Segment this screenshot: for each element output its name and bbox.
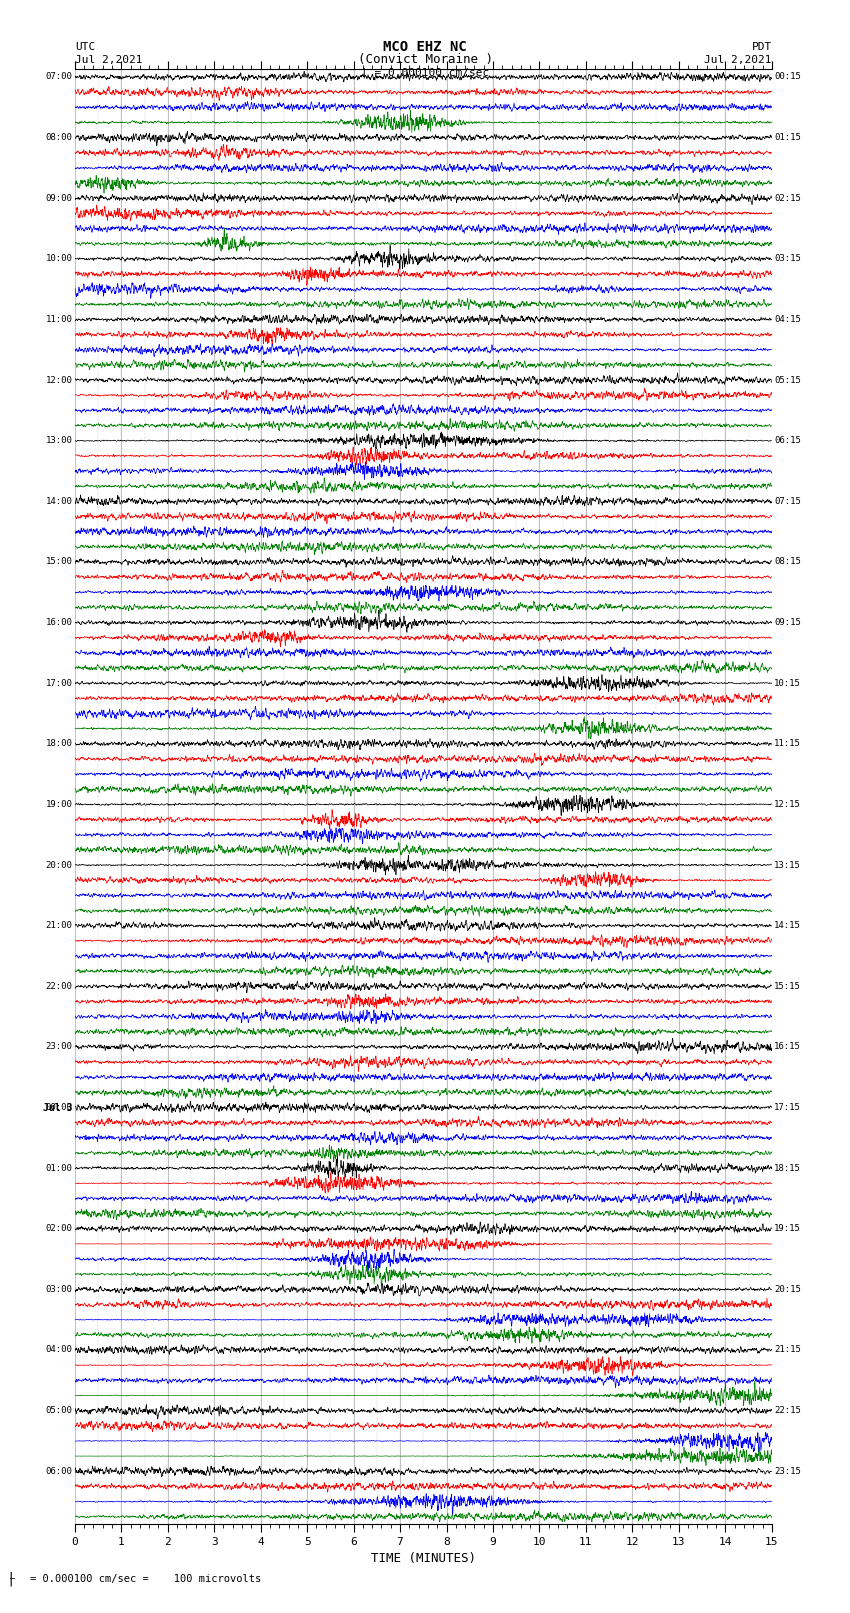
- Text: _: _: [10, 1569, 15, 1579]
- Text: 21:15: 21:15: [774, 1345, 802, 1355]
- Text: 20:15: 20:15: [774, 1286, 802, 1294]
- Text: 19:15: 19:15: [774, 1224, 802, 1234]
- Text: 14:15: 14:15: [774, 921, 802, 931]
- Text: 06:15: 06:15: [774, 436, 802, 445]
- Text: 16:00: 16:00: [45, 618, 72, 627]
- Text: = 0.000100 cm/sec =    100 microvolts: = 0.000100 cm/sec = 100 microvolts: [30, 1574, 261, 1584]
- Text: 09:00: 09:00: [45, 194, 72, 203]
- Text: 02:00: 02:00: [45, 1224, 72, 1234]
- Text: 08:00: 08:00: [45, 132, 72, 142]
- Text: 22:00: 22:00: [45, 982, 72, 990]
- Text: 14:00: 14:00: [45, 497, 72, 506]
- Text: 07:15: 07:15: [774, 497, 802, 506]
- Text: 21:00: 21:00: [45, 921, 72, 931]
- Text: 23:00: 23:00: [45, 1042, 72, 1052]
- Text: 16:15: 16:15: [774, 1042, 802, 1052]
- Text: |: |: [7, 1573, 15, 1586]
- X-axis label: TIME (MINUTES): TIME (MINUTES): [371, 1552, 476, 1565]
- Text: 17:15: 17:15: [774, 1103, 802, 1111]
- Text: UTC: UTC: [75, 42, 95, 52]
- Text: 05:00: 05:00: [45, 1407, 72, 1415]
- Text: 13:00: 13:00: [45, 436, 72, 445]
- Text: 00:00: 00:00: [45, 1103, 72, 1111]
- Text: (Convict Moraine ): (Convict Moraine ): [358, 53, 492, 66]
- Text: 11:00: 11:00: [45, 315, 72, 324]
- Text: 23:15: 23:15: [774, 1466, 802, 1476]
- Text: 10:15: 10:15: [774, 679, 802, 687]
- Text: 09:15: 09:15: [774, 618, 802, 627]
- Text: 15:00: 15:00: [45, 558, 72, 566]
- Text: 06:00: 06:00: [45, 1466, 72, 1476]
- Text: 01:15: 01:15: [774, 132, 802, 142]
- Text: MCO EHZ NC: MCO EHZ NC: [383, 40, 467, 53]
- Text: 19:00: 19:00: [45, 800, 72, 808]
- Text: 11:15: 11:15: [774, 739, 802, 748]
- Text: 04:15: 04:15: [774, 315, 802, 324]
- Text: 04:00: 04:00: [45, 1345, 72, 1355]
- Text: 20:00: 20:00: [45, 860, 72, 869]
- Text: 03:00: 03:00: [45, 1286, 72, 1294]
- Text: PDT: PDT: [751, 42, 772, 52]
- Text: | = 0.000100 cm/sec: | = 0.000100 cm/sec: [361, 68, 489, 77]
- Text: 03:15: 03:15: [774, 255, 802, 263]
- Text: 13:15: 13:15: [774, 860, 802, 869]
- Text: 08:15: 08:15: [774, 558, 802, 566]
- Text: 07:00: 07:00: [45, 73, 72, 81]
- Text: 12:00: 12:00: [45, 376, 72, 384]
- Text: Jul 2,2021: Jul 2,2021: [75, 55, 142, 65]
- Text: 02:15: 02:15: [774, 194, 802, 203]
- Text: 18:15: 18:15: [774, 1163, 802, 1173]
- Text: Jul 2,2021: Jul 2,2021: [705, 55, 772, 65]
- Text: 10:00: 10:00: [45, 255, 72, 263]
- Text: Jul 3: Jul 3: [42, 1103, 72, 1113]
- Text: 15:15: 15:15: [774, 982, 802, 990]
- Text: 22:15: 22:15: [774, 1407, 802, 1415]
- Text: 17:00: 17:00: [45, 679, 72, 687]
- Text: 18:00: 18:00: [45, 739, 72, 748]
- Text: 05:15: 05:15: [774, 376, 802, 384]
- Text: 01:00: 01:00: [45, 1163, 72, 1173]
- Text: 00:15: 00:15: [774, 73, 802, 81]
- Text: 12:15: 12:15: [774, 800, 802, 808]
